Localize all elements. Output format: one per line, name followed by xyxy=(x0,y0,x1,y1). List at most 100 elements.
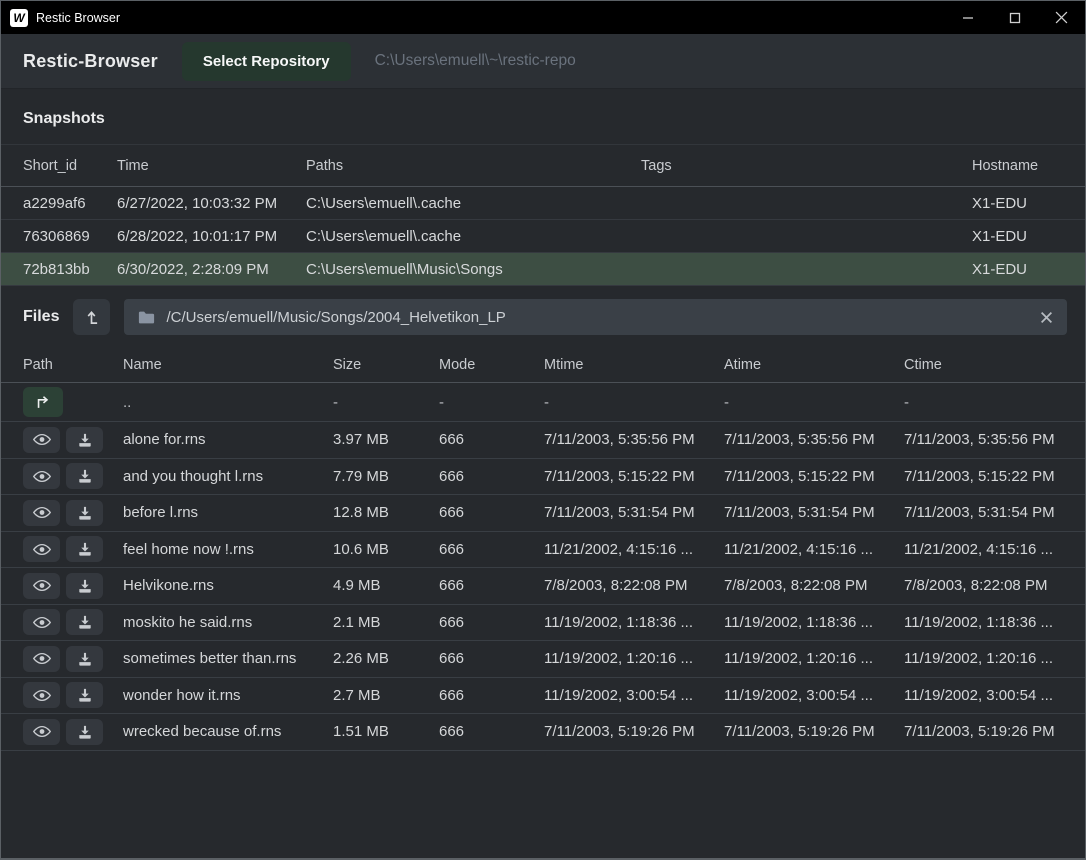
breadcrumb-path: /C/Users/emuell/Music/Songs/2004_Helveti… xyxy=(166,309,505,326)
file-atime: 7/11/2003, 5:31:54 PM xyxy=(724,504,904,521)
column-header-short-id: Short_id xyxy=(23,158,117,174)
file-name: wonder how it.rns xyxy=(123,687,333,704)
preview-file-button[interactable] xyxy=(23,609,60,635)
file-row: Helvikone.rns 4.9 MB 666 7/8/2003, 8:22:… xyxy=(1,568,1085,605)
snapshot-time: 6/27/2022, 10:03:32 PM xyxy=(117,195,306,212)
file-mtime: 7/11/2003, 5:35:56 PM xyxy=(544,431,724,448)
select-repository-button[interactable]: Select Repository xyxy=(182,42,351,81)
level-up-button[interactable] xyxy=(73,299,110,335)
preview-file-button[interactable] xyxy=(23,682,60,708)
column-header-atime: Atime xyxy=(724,357,904,373)
level-up-icon xyxy=(84,309,99,326)
download-file-button[interactable] xyxy=(66,719,103,745)
window-title: Restic Browser xyxy=(36,11,120,25)
file-row: feel home now !.rns 10.6 MB 666 11/21/20… xyxy=(1,532,1085,569)
download-icon xyxy=(78,579,92,593)
file-size: 4.9 MB xyxy=(333,577,439,594)
column-header-size: Size xyxy=(333,357,439,373)
minimize-icon xyxy=(962,12,974,24)
preview-file-button[interactable] xyxy=(23,646,60,672)
file-row: alone for.rns 3.97 MB 666 7/11/2003, 5:3… xyxy=(1,422,1085,459)
file-row: and you thought l.rns 7.79 MB 666 7/11/2… xyxy=(1,459,1085,496)
download-icon xyxy=(78,725,92,739)
download-file-button[interactable] xyxy=(66,573,103,599)
download-icon xyxy=(78,688,92,702)
parent-dir-name: .. xyxy=(123,394,333,411)
file-name: Helvikone.rns xyxy=(123,577,333,594)
download-file-button[interactable] xyxy=(66,609,103,635)
preview-file-button[interactable] xyxy=(23,719,60,745)
file-size: 12.8 MB xyxy=(333,504,439,521)
download-file-button[interactable] xyxy=(66,463,103,489)
download-icon xyxy=(78,615,92,629)
download-icon xyxy=(78,652,92,666)
column-header-path: Path xyxy=(23,357,123,373)
download-file-button[interactable] xyxy=(66,427,103,453)
file-mtime: 11/19/2002, 1:18:36 ... xyxy=(544,614,724,631)
file-mode: 666 xyxy=(439,577,544,594)
file-ctime: 11/21/2002, 4:15:16 ... xyxy=(904,541,1063,558)
parent-dir-mode: - xyxy=(439,394,544,411)
preview-file-button[interactable] xyxy=(23,427,60,453)
file-mode: 666 xyxy=(439,541,544,558)
download-file-button[interactable] xyxy=(66,500,103,526)
maximize-button[interactable] xyxy=(991,1,1038,34)
go-up-button[interactable] xyxy=(23,387,63,417)
file-atime: 11/19/2002, 1:20:16 ... xyxy=(724,650,904,667)
file-ctime: 11/19/2002, 1:18:36 ... xyxy=(904,614,1063,631)
download-file-button[interactable] xyxy=(66,646,103,672)
eye-icon xyxy=(33,433,51,446)
repository-path: C:\Users\emuell\~\restic-repo xyxy=(375,52,576,70)
titlebar: W Restic Browser xyxy=(1,1,1085,34)
snapshot-paths: C:\Users\emuell\Music\Songs xyxy=(306,261,641,278)
column-header-tags: Tags xyxy=(641,158,972,174)
preview-file-button[interactable] xyxy=(23,536,60,562)
eye-icon xyxy=(33,616,51,629)
snapshot-paths: C:\Users\emuell\.cache xyxy=(306,228,641,245)
snapshot-row[interactable]: a2299af6 6/27/2022, 10:03:32 PM C:\Users… xyxy=(1,187,1085,220)
preview-file-button[interactable] xyxy=(23,573,60,599)
files-heading: Files xyxy=(23,308,59,326)
files-toolbar: Files /C/Users/emuell/Music/Songs/2004_H… xyxy=(1,286,1085,348)
column-header-ctime: Ctime xyxy=(904,357,1063,373)
parent-dir-mtime: - xyxy=(544,394,724,411)
minimize-button[interactable] xyxy=(944,1,991,34)
snapshots-table-header: Short_id Time Paths Tags Hostname xyxy=(1,145,1085,187)
app-window: W Restic Browser Restic-Browser Select R… xyxy=(0,0,1086,860)
snapshot-row[interactable]: 72b813bb 6/30/2022, 2:28:09 PM C:\Users\… xyxy=(1,253,1085,286)
preview-file-button[interactable] xyxy=(23,463,60,489)
file-size: 1.51 MB xyxy=(333,723,439,740)
file-atime: 7/11/2003, 5:35:56 PM xyxy=(724,431,904,448)
clear-path-button[interactable] xyxy=(1040,311,1053,324)
file-name: feel home now !.rns xyxy=(123,541,333,558)
close-window-button[interactable] xyxy=(1038,1,1085,34)
files-table-header: Path Name Size Mode Mtime Atime Ctime xyxy=(1,348,1085,383)
file-row: sometimes better than.rns 2.26 MB 666 11… xyxy=(1,641,1085,678)
parent-dir-ctime: - xyxy=(904,394,1063,411)
file-mtime: 11/19/2002, 1:20:16 ... xyxy=(544,650,724,667)
snapshot-row[interactable]: 76306869 6/28/2022, 10:01:17 PM C:\Users… xyxy=(1,220,1085,253)
eye-icon xyxy=(33,506,51,519)
file-mtime: 7/11/2003, 5:19:26 PM xyxy=(544,723,724,740)
download-icon xyxy=(78,433,92,447)
folder-icon xyxy=(138,310,155,325)
app-header: Restic-Browser Select Repository C:\User… xyxy=(1,34,1085,89)
snapshot-hostname: X1-EDU xyxy=(972,261,1063,278)
column-header-name: Name xyxy=(123,357,333,373)
file-name: wrecked because of.rns xyxy=(123,723,333,740)
file-row: moskito he said.rns 2.1 MB 666 11/19/200… xyxy=(1,605,1085,642)
file-mtime: 11/21/2002, 4:15:16 ... xyxy=(544,541,724,558)
file-mode: 666 xyxy=(439,614,544,631)
file-size: 3.97 MB xyxy=(333,431,439,448)
page-title: Restic-Browser xyxy=(23,51,158,72)
file-atime: 7/11/2003, 5:15:22 PM xyxy=(724,468,904,485)
download-file-button[interactable] xyxy=(66,682,103,708)
file-row: before l.rns 12.8 MB 666 7/11/2003, 5:31… xyxy=(1,495,1085,532)
parent-dir-atime: - xyxy=(724,394,904,411)
file-ctime: 7/8/2003, 8:22:08 PM xyxy=(904,577,1063,594)
eye-icon xyxy=(33,652,51,665)
preview-file-button[interactable] xyxy=(23,500,60,526)
close-icon xyxy=(1055,11,1068,24)
download-file-button[interactable] xyxy=(66,536,103,562)
eye-icon xyxy=(33,689,51,702)
